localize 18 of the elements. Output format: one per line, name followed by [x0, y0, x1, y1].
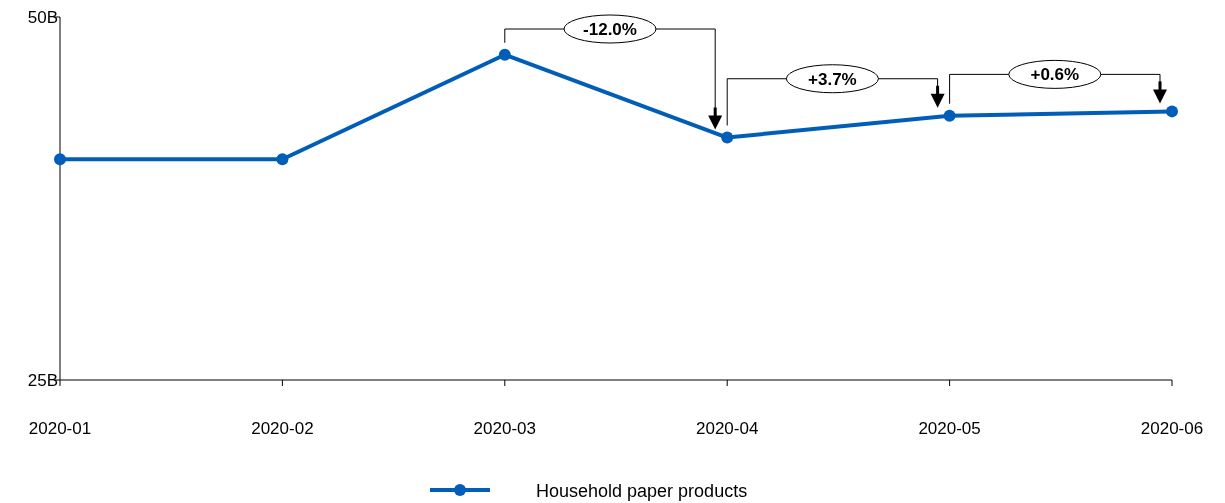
x-tick-label: 2020-01 [28, 419, 92, 438]
x-tick-label: 2020-06 [1140, 419, 1204, 438]
point [943, 109, 956, 122]
x-tick-label: 2020-05 [918, 419, 981, 438]
y-tick-label: 25B [27, 371, 58, 390]
x-tick-label: 2020-02 [251, 419, 314, 438]
point [721, 131, 734, 144]
annotation: +3.7% [808, 69, 857, 89]
annotation: +0.6% [1030, 65, 1080, 85]
x-tick-label: 2020-04 [696, 419, 759, 438]
y-tick-label: 50B [27, 8, 58, 27]
text: Household paper products [536, 481, 748, 501]
x-tick-label: 2020-03 [473, 419, 536, 438]
point [498, 48, 511, 61]
point [1166, 105, 1178, 118]
point [276, 153, 289, 166]
point [54, 153, 66, 166]
annotation: -12.0% [583, 20, 637, 39]
